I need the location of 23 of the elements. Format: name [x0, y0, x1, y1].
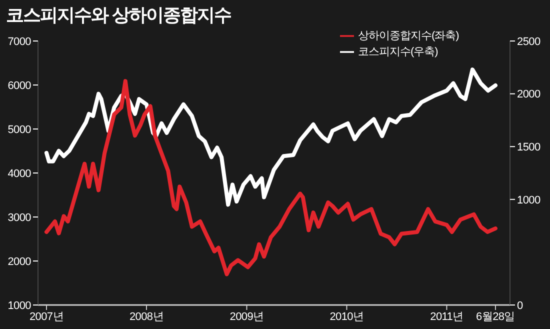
y-tick-label: 3000	[8, 212, 32, 224]
x-tick-label: 2011년	[430, 310, 464, 323]
x-tick-label: 6월28일	[476, 310, 515, 323]
legend-label: 코스피지수(우축)	[358, 46, 438, 58]
chart-title: 코스피지수와 상하이종합지수	[6, 4, 232, 27]
x-tick-label: 2007년	[30, 310, 64, 323]
y-tick-label: 7000	[8, 36, 32, 48]
x-tick-label: 2010년	[330, 310, 364, 323]
y2-tick-label: 1500	[517, 142, 540, 154]
x-tick-label: 2009년	[230, 310, 264, 323]
legend-label: 상하이종합지수(좌축)	[358, 30, 459, 42]
y-tick-label: 6000	[8, 80, 32, 92]
y2-tick-label: 2500	[517, 36, 540, 48]
line-series	[44, 79, 498, 276]
y-tick-label: 4000	[8, 168, 32, 180]
y2-tick-label: 2000	[517, 88, 540, 101]
x-tick-label: 2008년	[129, 310, 164, 323]
y2-tick-label: 0	[517, 300, 523, 312]
y-tick-label: 2000	[8, 256, 32, 268]
line-series	[44, 68, 498, 207]
y-tick-label: 5000	[8, 124, 32, 136]
y2-tick-label: 1000	[517, 194, 540, 206]
y-tick-label: 1000	[8, 300, 32, 312]
